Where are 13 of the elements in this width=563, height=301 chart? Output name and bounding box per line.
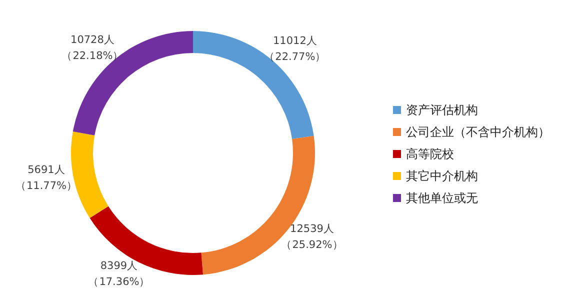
legend-label: 高等院校: [406, 146, 454, 163]
donut-slice: [90, 206, 204, 275]
data-label: 5691人（11.77%）: [14, 163, 79, 194]
legend-label: 公司企业（不含中介机构）: [406, 124, 550, 141]
data-label: 12539人（25.92%）: [280, 222, 344, 253]
legend-label: 资产评估机构: [406, 102, 478, 119]
data-label: 11012人（22.77%）: [263, 34, 328, 66]
data-label: 10728人（22.18%）: [60, 32, 125, 64]
data-label: 8399人（17.36%）: [87, 258, 152, 290]
donut-slice: [72, 31, 193, 136]
legend-label: 其他单位或无: [406, 190, 478, 207]
legend-label: 其它中介机构: [406, 168, 478, 185]
donut-slice: [71, 131, 108, 218]
